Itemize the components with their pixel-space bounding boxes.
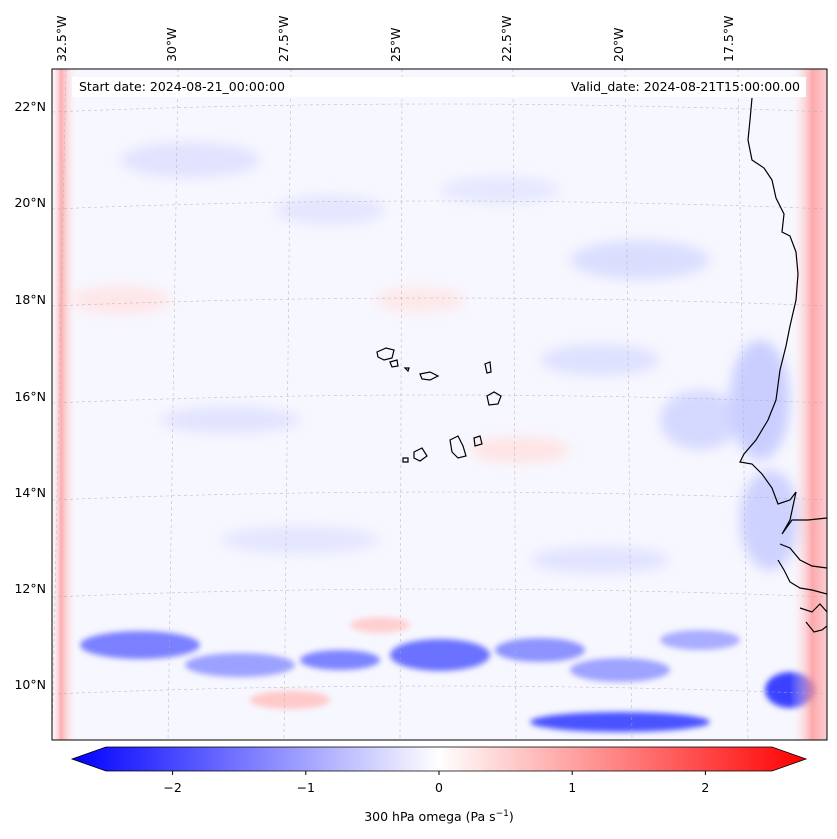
- lat-label-10n: 10°N: [14, 677, 46, 692]
- longitude-labels: 32.5°W 30°W 27.5°W 25°W 22.5°W 20°W 17.5…: [54, 16, 736, 62]
- lon-label-20w: 20°W: [611, 27, 626, 62]
- lat-label-12n: 12°N: [14, 581, 46, 596]
- lat-label-20n: 20°N: [14, 195, 46, 210]
- lat-label-16n: 16°N: [14, 389, 46, 404]
- coastline: [739, 97, 827, 633]
- colorbar-tick-label: 1: [568, 780, 576, 795]
- lon-label-25w: 25°W: [388, 27, 403, 62]
- map-panel: Start date: 2024-08-21_00:00:00 Valid_da…: [51, 68, 828, 741]
- colorbar-gradient: [70, 746, 808, 772]
- omega-field: Start date: 2024-08-21_00:00:00 Valid_da…: [52, 69, 827, 740]
- colorbar-label: 300 hPa omega (Pa s−1): [364, 809, 514, 824]
- latitude-labels: 22°N 20°N 18°N 16°N 14°N 12°N 10°N: [14, 99, 46, 692]
- lon-label-30w: 30°W: [164, 27, 179, 62]
- colorbar-tick-label: −2: [163, 780, 181, 795]
- lat-label-14n: 14°N: [14, 485, 46, 500]
- colorbar-tick-label: −1: [297, 780, 315, 795]
- cape-verde-islands: [376, 347, 502, 463]
- valid-date-label: Valid_date: 2024-08-21T15:00:00.00: [571, 79, 800, 94]
- start-date-label: Start date: 2024-08-21_00:00:00: [79, 79, 285, 94]
- map-frame: [51, 68, 828, 741]
- colorbar-ticks: −2 −1 0 1 2: [163, 771, 709, 795]
- lon-label-27-5w: 27.5°W: [276, 16, 291, 62]
- colorbar: −2 −1 0 1 2 300 hPa omega (Pa s−1): [70, 746, 808, 824]
- date-header-band: [72, 77, 806, 97]
- lat-label-22n: 22°N: [14, 99, 46, 114]
- lat-label-18n: 18°N: [14, 292, 46, 307]
- lon-label-22-5w: 22.5°W: [499, 16, 514, 62]
- graticule: [52, 69, 827, 740]
- colorbar-tick-label: 0: [435, 780, 443, 795]
- lon-label-17-5w: 17.5°W: [721, 16, 736, 62]
- lon-label-32-5w: 32.5°W: [54, 16, 69, 62]
- colorbar-tick-label: 2: [701, 780, 709, 795]
